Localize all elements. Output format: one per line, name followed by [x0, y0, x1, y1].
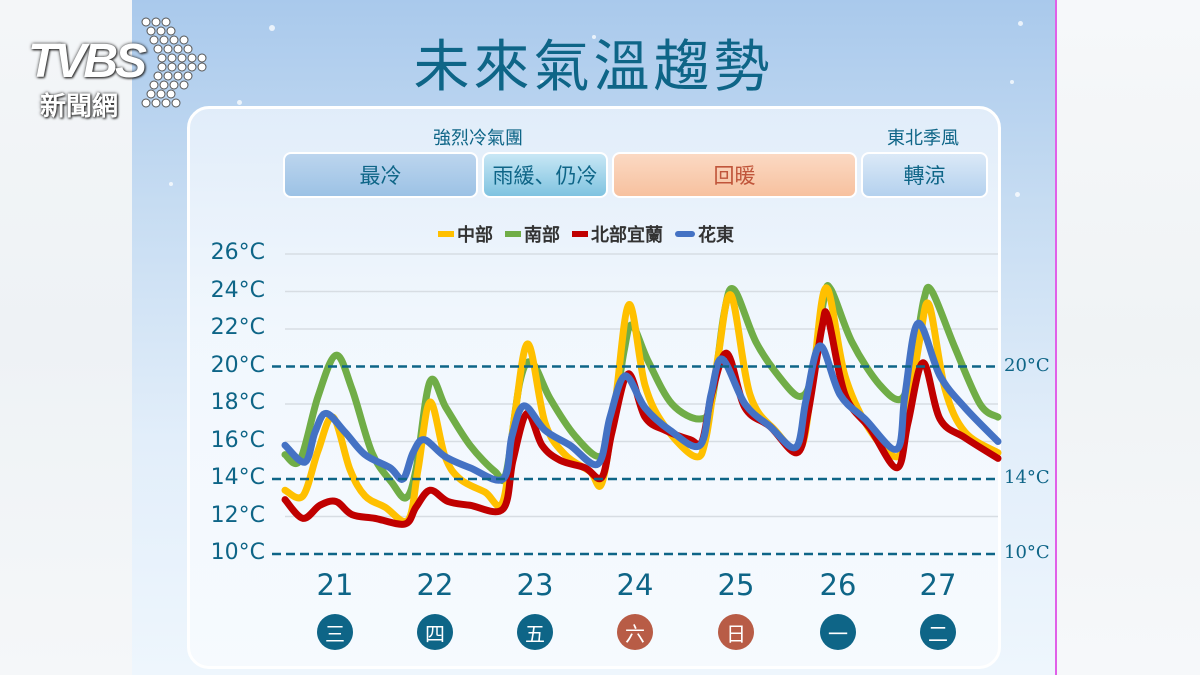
page-title: 未來氣溫趨勢 — [413, 35, 774, 100]
snow-dot — [169, 182, 173, 186]
phase-label-4: 轉涼 — [861, 152, 988, 198]
reference-label: 20°C — [1004, 354, 1050, 376]
legend-swatch-icon — [675, 231, 695, 237]
y-tick-label: 24°C — [210, 277, 265, 303]
series-line-花東 — [281, 319, 1002, 484]
y-tick-label: 26°C — [210, 240, 265, 265]
y-tick-label: 22°C — [210, 315, 265, 340]
y-tick-label: 14°C — [210, 465, 265, 490]
weekday-badge: 三 — [317, 614, 353, 650]
x-day-label: 23 — [516, 568, 554, 602]
weekday-badge: 日 — [718, 614, 754, 650]
legend-swatch-icon — [438, 231, 454, 237]
weekday-badge: 五 — [517, 614, 553, 650]
logo-dots-icon — [141, 17, 207, 108]
snow-dot — [1015, 192, 1020, 197]
tvbs-logo: TVBS 新聞網 — [28, 16, 213, 122]
legend-label: 北部宜蘭 — [591, 225, 663, 246]
legend-item: 北部宜蘭 — [572, 221, 663, 247]
legend-item: 中部 — [438, 221, 493, 247]
legend-swatch-icon — [572, 231, 588, 237]
weekday-badge: 一 — [820, 614, 856, 650]
right-background — [1057, 0, 1200, 675]
chart-legend: 中部 南部 北部宜蘭 花東 — [438, 221, 746, 247]
snow-dot — [1010, 80, 1014, 84]
x-day-label: 22 — [416, 568, 454, 602]
phase-label-2: 雨緩、仍冷 — [482, 152, 608, 198]
reference-label: 14°C — [1004, 467, 1050, 488]
phase-label-1: 最冷 — [283, 152, 478, 198]
x-day-label: 24 — [616, 568, 654, 602]
weekday-badge: 四 — [417, 614, 453, 650]
weekday-badge: 六 — [617, 614, 653, 650]
series-line-南部 — [281, 282, 1002, 502]
reference-label: 10°C — [1004, 542, 1050, 563]
legend-item: 花東 — [675, 221, 734, 247]
x-day-label: 27 — [919, 568, 957, 602]
snow-dot — [237, 100, 242, 105]
x-day-label: 25 — [717, 568, 755, 602]
logo-brand: TVBS — [28, 35, 147, 88]
phase-top-label: 強烈冷氣團 — [433, 128, 523, 149]
snow-dot — [1018, 21, 1023, 26]
x-day-label: 26 — [819, 568, 857, 602]
phase-top-label: 東北季風 — [887, 128, 959, 149]
y-tick-label: 16°C — [210, 427, 265, 453]
weekday-badge: 二 — [920, 614, 956, 650]
snow-dot — [269, 25, 275, 31]
legend-label: 中部 — [457, 225, 493, 246]
legend-item: 南部 — [505, 221, 560, 247]
left-background — [0, 0, 132, 675]
legend-swatch-icon — [505, 231, 521, 237]
y-tick-label: 12°C — [210, 502, 265, 528]
snow-dot — [540, 80, 544, 84]
logo-subtitle: 新聞網 — [40, 92, 119, 122]
snow-dot — [592, 35, 596, 39]
y-tick-label: 10°C — [210, 540, 265, 565]
phase-label-3: 回暖 — [612, 152, 857, 198]
x-day-label: 21 — [316, 568, 354, 602]
legend-label: 花東 — [698, 225, 734, 246]
legend-label: 南部 — [524, 225, 560, 246]
edge-marker-line — [1055, 0, 1057, 675]
y-tick-label: 20°C — [210, 352, 265, 378]
y-tick-label: 18°C — [210, 390, 265, 415]
